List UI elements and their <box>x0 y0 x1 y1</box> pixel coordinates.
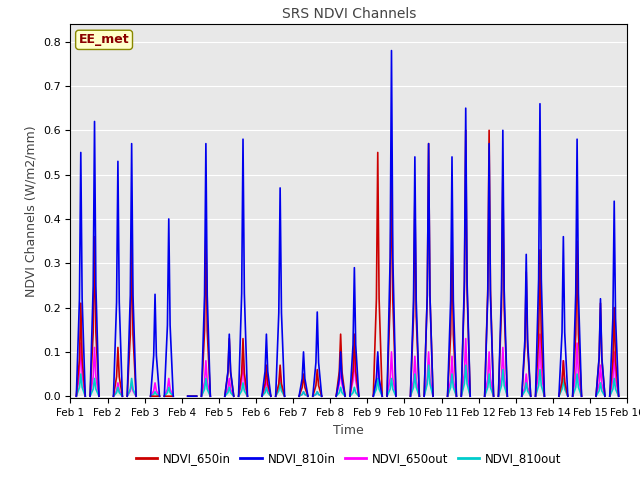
NDVI_650in <box>118 393 126 399</box>
Y-axis label: NDVI Channels (W/m2/mm): NDVI Channels (W/m2/mm) <box>24 125 37 297</box>
X-axis label: Time: Time <box>333 424 364 437</box>
NDVI_650in <box>615 393 623 399</box>
Title: SRS NDVI Channels: SRS NDVI Channels <box>282 8 416 22</box>
NDVI_650out <box>615 393 623 399</box>
NDVI_650out <box>485 349 493 355</box>
NDVI_810out <box>485 371 493 377</box>
NDVI_650out <box>118 393 126 399</box>
NDVI_810in <box>485 141 493 146</box>
NDVI_650out <box>72 393 80 399</box>
NDVI_810out <box>166 390 174 396</box>
NDVI_650out <box>166 386 174 392</box>
NDVI_810in <box>72 393 80 399</box>
NDVI_650in <box>166 393 174 399</box>
NDVI_810out <box>124 393 131 399</box>
NDVI_810out <box>230 393 237 399</box>
NDVI_810out <box>615 393 623 399</box>
NDVI_650out <box>124 393 131 399</box>
Line: NDVI_810out: NDVI_810out <box>76 365 619 396</box>
NDVI_650in <box>312 383 320 388</box>
NDVI_810in <box>166 323 174 328</box>
NDVI_810out <box>312 392 320 397</box>
NDVI_810in <box>230 393 237 399</box>
Legend: NDVI_650in, NDVI_810in, NDVI_650out, NDVI_810out: NDVI_650in, NDVI_810in, NDVI_650out, NDV… <box>131 447 566 470</box>
Line: NDVI_650in: NDVI_650in <box>76 131 619 396</box>
Text: EE_met: EE_met <box>79 34 129 47</box>
NDVI_810in <box>312 360 320 365</box>
NDVI_810in <box>615 393 623 399</box>
NDVI_650in <box>72 393 80 399</box>
NDVI_650in <box>230 393 237 399</box>
NDVI_810in <box>124 393 131 399</box>
NDVI_810out <box>118 393 126 399</box>
Line: NDVI_810in: NDVI_810in <box>76 50 619 396</box>
NDVI_650in <box>485 128 493 133</box>
NDVI_650out <box>230 393 237 399</box>
NDVI_810in <box>118 393 126 399</box>
NDVI_650in <box>124 393 131 399</box>
NDVI_650out <box>312 392 320 397</box>
NDVI_810out <box>72 393 80 399</box>
Line: NDVI_650out: NDVI_650out <box>76 334 619 396</box>
